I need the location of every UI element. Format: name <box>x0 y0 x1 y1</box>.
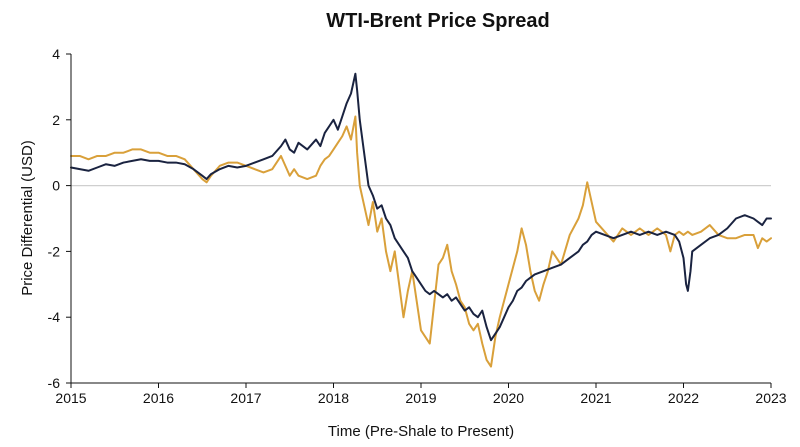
y-tick-label: 0 <box>52 178 60 194</box>
series-line-2 <box>70 115 772 368</box>
x-tick-label: 2020 <box>493 390 524 406</box>
series-line-1 <box>70 72 772 342</box>
x-tick-label: 2021 <box>580 390 611 406</box>
x-tick-label: 2017 <box>230 390 261 406</box>
x-tick-label: 2018 <box>318 390 349 406</box>
ticks-layer: 2015 2016 2017 2018 2019 2020 2021 2022 2023 4 2 0 -… <box>48 46 787 406</box>
y-tick-label: -6 <box>48 375 61 391</box>
x-tick-label: 2023 <box>755 390 786 406</box>
x-tick-label: 2022 <box>668 390 699 406</box>
series-layer <box>70 72 772 368</box>
x-tick-label: 2015 <box>55 390 86 406</box>
x-tick-label: 2016 <box>143 390 174 406</box>
y-tick-label: -2 <box>48 243 61 259</box>
x-tick-label: 2019 <box>405 390 436 406</box>
axes-layer <box>70 54 771 384</box>
y-tick-label: 4 <box>52 46 60 62</box>
y-tick-label: -4 <box>48 309 61 325</box>
y-tick-label: 2 <box>52 112 60 128</box>
y-axis-label: Price Differential (USD) <box>19 140 36 296</box>
x-axis-label: Time (Pre-Shale to Present) <box>328 423 514 440</box>
chart-title: WTI-Brent Price Spread <box>326 10 549 32</box>
